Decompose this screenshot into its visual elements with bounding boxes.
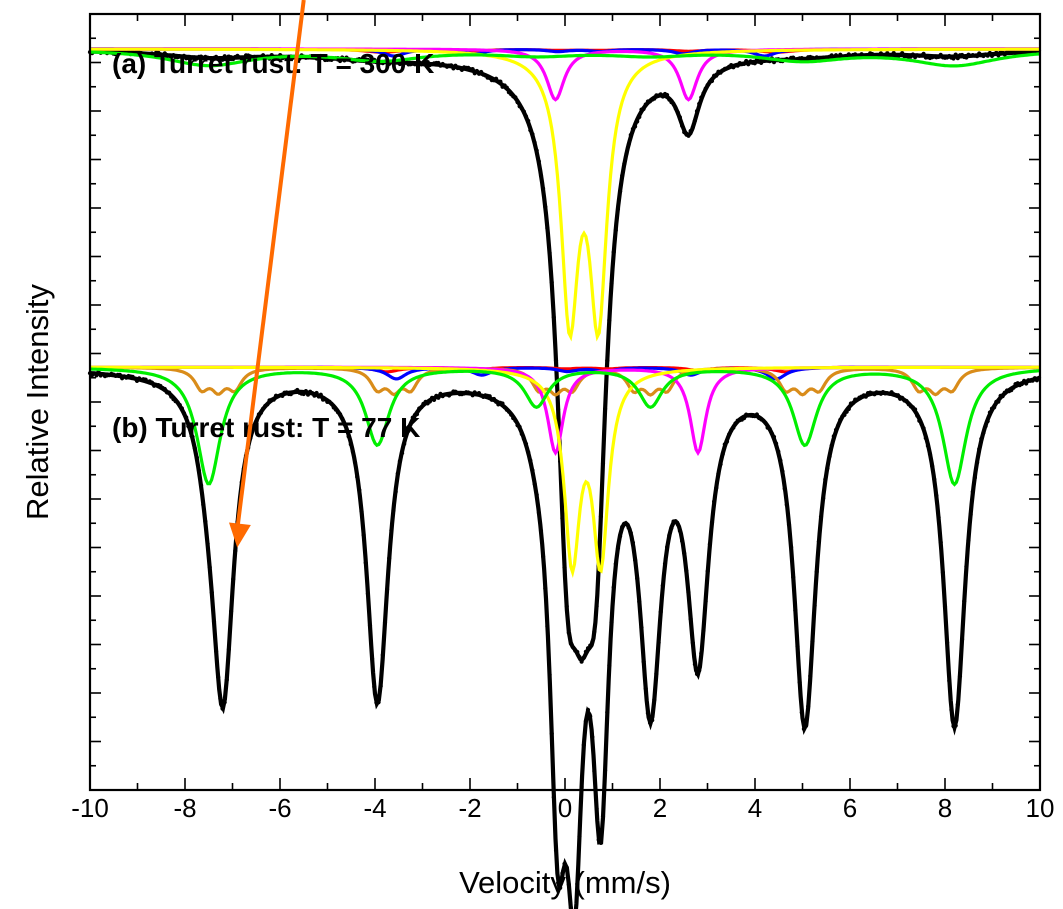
x-tick-label: 6 [843, 793, 857, 823]
panel-title-a: (a) Turret rust: T = 300 K [112, 48, 434, 79]
x-tick-label: 0 [558, 793, 572, 823]
x-tick-label: -10 [71, 793, 109, 823]
plot-layers [87, 47, 1042, 909]
x-tick-label: -2 [458, 793, 481, 823]
component-green [89, 50, 1041, 68]
fit-envelope [89, 49, 1040, 663]
component-orange [90, 365, 1040, 397]
panel-title-b: (b) Turret rust: T = 77 K [112, 412, 420, 443]
x-tick-label: 2 [653, 793, 667, 823]
y-axis-label: Relative Intensity [20, 283, 55, 520]
annotation-arrow [228, 0, 306, 548]
fit-envelope [89, 371, 1041, 909]
x-tick-label: 4 [748, 793, 762, 823]
x-tick-label: -6 [268, 793, 291, 823]
x-tick-labels: -10 -8 -6 -4 -2 0 2 4 6 8 10 [71, 793, 1054, 823]
arrow-shaft [235, 0, 306, 530]
x-tick-label: -4 [363, 793, 386, 823]
x-axis-label: Velocity (mm/s) [459, 865, 671, 900]
component-yellow [90, 365, 1040, 578]
component-yellow [90, 47, 1040, 342]
x-tick-label: 8 [938, 793, 952, 823]
component-green [89, 367, 1041, 487]
arrow-head [228, 522, 251, 548]
panel-a [87, 47, 1042, 664]
x-tick-label: 10 [1026, 793, 1055, 823]
axis-ticks [89, 13, 1041, 791]
x-tick-label: -8 [173, 793, 196, 823]
panel-b [87, 365, 1042, 909]
